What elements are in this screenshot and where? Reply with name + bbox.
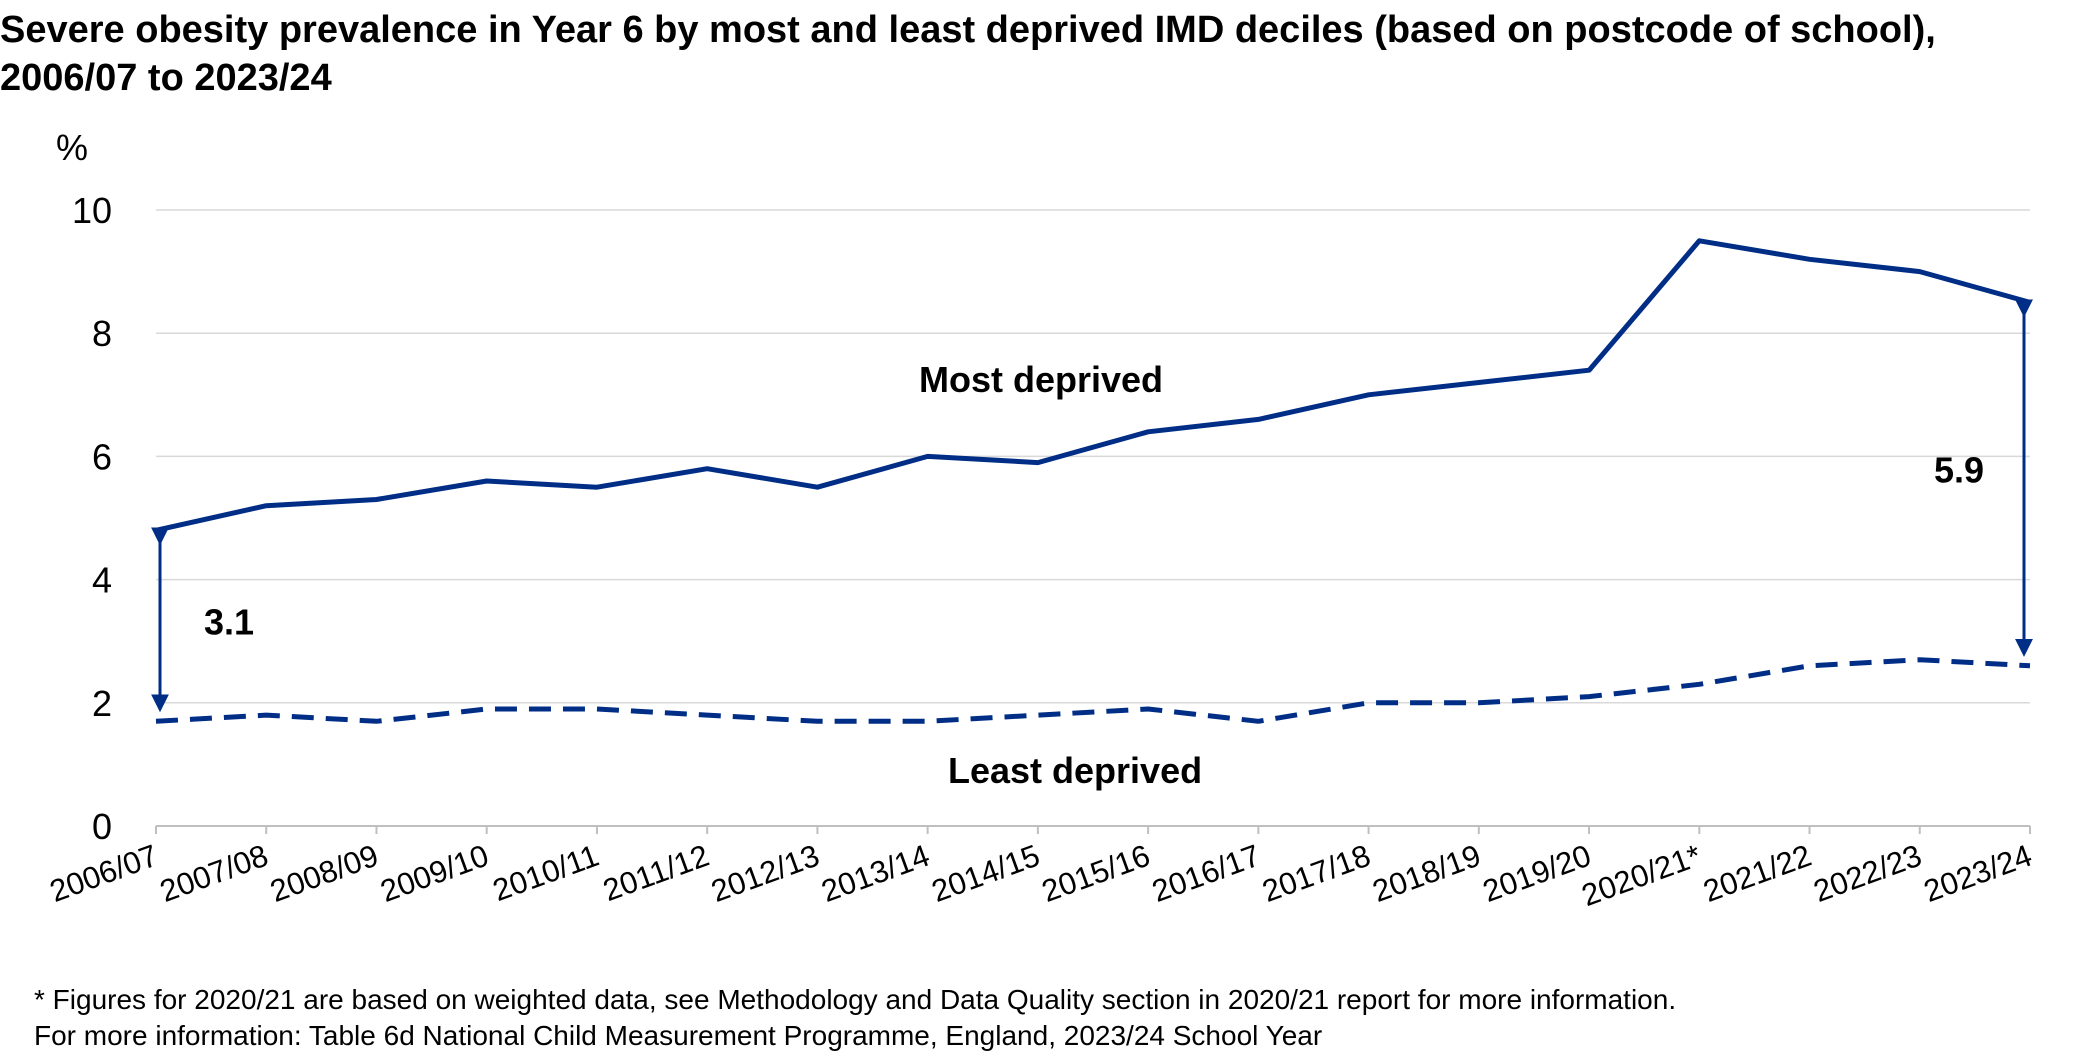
y-axis-unit-label: %: [56, 127, 88, 168]
y-tick-label-6: 6: [92, 436, 112, 477]
x-tick-label-2014-15: 2014/15: [927, 838, 1044, 909]
x-tick-label-2008-09: 2008/09: [266, 838, 383, 909]
x-tick-label-2006-07: 2006/07: [45, 838, 162, 909]
x-tick-label-2019-20: 2019/20: [1478, 838, 1595, 909]
series-layer: [155, 238, 2031, 724]
y-tick-label-4: 4: [92, 560, 112, 601]
x-tick-label-2016-17: 2016/17: [1147, 838, 1264, 909]
chart-title: Severe obesity prevalence in Year 6 by m…: [0, 9, 1936, 99]
x-tick-label-2023-24: 2023/24: [1919, 838, 2036, 909]
annotation-layer: 3.1 5.9: [151, 299, 2033, 713]
x-axis: 2006/072007/082008/092009/102010/112011/…: [45, 826, 2036, 913]
series-line-most-deprived: [155, 238, 2031, 533]
gap-label-end: 5.9: [1934, 450, 1984, 491]
x-tick-label-2013-14: 2013/14: [817, 838, 934, 909]
gap-label-start: 3.1: [204, 601, 254, 642]
series-line-least-deprived: [155, 657, 2031, 724]
y-axis: 0 2 4 6 8 10: [72, 190, 112, 847]
x-tick-label-2012-13: 2012/13: [707, 838, 824, 909]
x-tick-label-2018-19: 2018/19: [1368, 838, 1485, 909]
series-label-least-deprived: Least deprived: [948, 750, 1202, 791]
gridlines: [156, 209, 2030, 827]
y-tick-label-8: 8: [92, 313, 112, 354]
series-label-most-deprived: Most deprived: [919, 359, 1163, 400]
y-tick-label-10: 10: [72, 190, 112, 231]
x-tick-label-2017-18: 2017/18: [1258, 838, 1375, 909]
x-tick-label-2020-21-: 2020/21*: [1577, 838, 1706, 913]
y-tick-label-2: 2: [92, 683, 112, 724]
footnote-weighted-data: * Figures for 2020/21 are based on weigh…: [34, 984, 1677, 1015]
x-tick-label-2011-12: 2011/12: [598, 838, 713, 908]
y-tick-label-0: 0: [92, 806, 112, 847]
x-tick-label-2022-23: 2022/23: [1809, 838, 1926, 909]
x-tick-label-2010-11: 2010/11: [488, 838, 603, 908]
x-tick-label-2015-16: 2015/16: [1037, 838, 1154, 909]
x-tick-label-2021-22: 2021/22: [1699, 838, 1816, 909]
x-tick-label-2007-08: 2007/08: [155, 838, 272, 909]
footnote-source: For more information: Table 6d National …: [34, 1020, 1323, 1051]
x-tick-label-2009-10: 2009/10: [376, 838, 493, 909]
